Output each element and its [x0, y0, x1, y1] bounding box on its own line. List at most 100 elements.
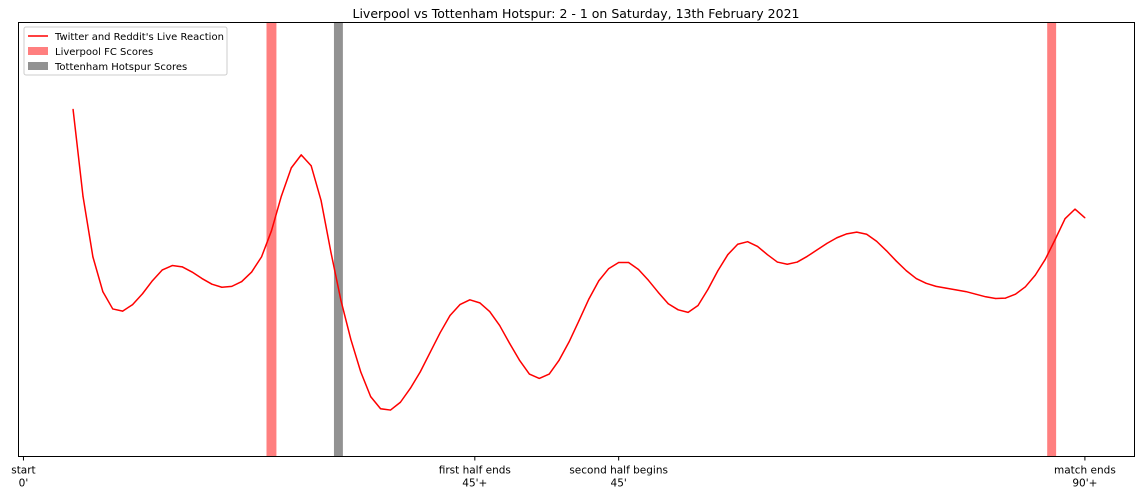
data-point	[657, 291, 659, 294]
goal-band-liverpool-fc-0	[266, 23, 277, 456]
data-point	[330, 251, 332, 254]
data-point	[816, 249, 818, 251]
data-point	[588, 298, 590, 300]
data-point	[955, 289, 957, 291]
data-point	[171, 264, 173, 267]
data-point	[131, 304, 134, 306]
data-point	[231, 285, 233, 287]
legend-label: Twitter and Reddit's Live Reaction	[54, 32, 224, 43]
data-point	[965, 290, 967, 293]
data-point	[320, 199, 322, 202]
data-point	[647, 279, 650, 281]
data-point	[727, 254, 729, 256]
data-point	[102, 290, 104, 293]
x-tick-sublabel: 45'+	[462, 478, 487, 490]
data-point	[260, 256, 263, 258]
data-point	[350, 338, 352, 340]
data-point	[112, 308, 114, 310]
data-point	[806, 255, 808, 258]
data-point	[439, 332, 441, 334]
data-point	[251, 271, 253, 273]
data-point	[379, 408, 382, 410]
data-point	[241, 280, 243, 283]
data-point	[895, 260, 898, 262]
data-point	[1074, 208, 1076, 210]
data-point	[141, 293, 144, 295]
x-tick-label: second half begins	[569, 465, 668, 477]
data-point	[866, 233, 868, 235]
legend: Twitter and Reddit's Live Reaction Liverp…	[23, 26, 228, 76]
x-tick-label: first half ends	[439, 465, 511, 477]
data-point	[637, 268, 640, 271]
data-point	[826, 242, 828, 245]
data-point	[449, 314, 451, 317]
data-point	[360, 371, 362, 373]
x-tick-label: start	[11, 465, 35, 477]
legend-patch-swatch	[28, 62, 48, 70]
legend-label: Tottenham Hotspur Scores	[54, 62, 187, 73]
data-point	[548, 373, 550, 375]
data-point	[796, 261, 798, 263]
plot-frame	[18, 22, 1135, 457]
data-point	[270, 230, 273, 232]
data-point	[935, 285, 937, 287]
data-point	[995, 297, 997, 300]
goal-band-liverpool-fc-2	[1047, 23, 1057, 456]
data-point	[667, 303, 669, 305]
data-point	[1054, 238, 1056, 241]
data-point	[1084, 217, 1086, 219]
data-point	[489, 310, 491, 313]
data-point	[1044, 258, 1046, 261]
data-point	[181, 266, 183, 268]
data-point	[469, 299, 471, 301]
data-point	[151, 280, 154, 282]
data-point	[975, 293, 977, 295]
x-tick-sublabel: 90'+	[1072, 478, 1097, 490]
data-point	[846, 233, 848, 235]
data-point	[528, 373, 530, 375]
data-point	[1064, 218, 1066, 220]
data-point	[856, 231, 858, 233]
x-tick-label: match ends	[1054, 465, 1116, 477]
data-point	[409, 387, 411, 389]
data-point	[776, 261, 778, 263]
data-point	[915, 277, 917, 280]
data-point	[737, 243, 739, 245]
data-point	[707, 288, 709, 291]
series-lines	[72, 108, 1086, 411]
data-point	[627, 261, 630, 264]
data-point	[578, 320, 580, 322]
data-point	[340, 299, 342, 301]
data-point	[538, 377, 540, 379]
data-point	[499, 324, 501, 327]
goal-bands	[266, 23, 1057, 456]
data-point	[756, 245, 759, 248]
data-point	[300, 154, 302, 156]
data-point	[1004, 297, 1007, 299]
data-point	[786, 263, 788, 265]
data-point	[459, 304, 461, 306]
data-point	[92, 256, 94, 258]
x-tick-sublabel: 0'	[19, 478, 29, 490]
data-point	[747, 241, 749, 243]
data-point	[875, 240, 878, 242]
data-point	[598, 280, 600, 282]
data-point	[370, 396, 372, 398]
data-point	[161, 269, 163, 271]
data-point	[389, 409, 392, 411]
data-point	[697, 304, 699, 307]
data-point	[905, 270, 907, 272]
data-point	[836, 237, 838, 239]
goal-band-tottenham-hotspur-1	[333, 23, 343, 456]
data-point	[429, 351, 431, 353]
data-point	[1024, 286, 1026, 288]
data-point	[122, 310, 124, 312]
x-tick-sublabel: 45'	[611, 478, 627, 490]
data-point	[766, 254, 769, 256]
data-point	[310, 165, 312, 167]
data-point	[618, 261, 620, 264]
data-point	[72, 108, 74, 110]
chart-title: Liverpool vs Tottenham Hotspur: 2 - 1 on…	[353, 6, 800, 21]
data-point	[677, 309, 679, 311]
